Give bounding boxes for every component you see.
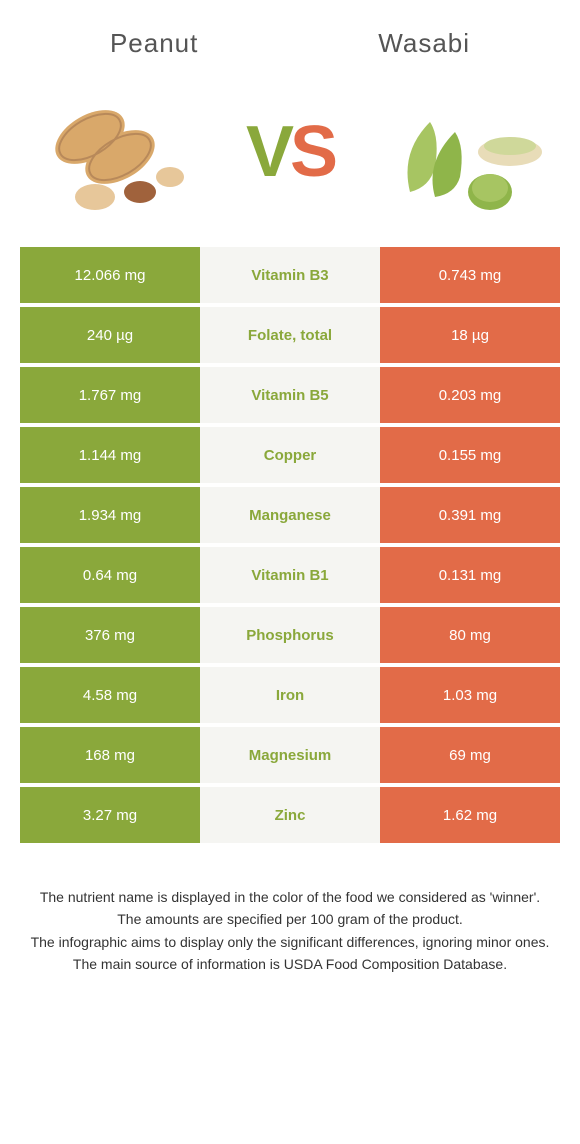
right-value: 1.03 mg xyxy=(380,667,560,723)
right-food-title: Wasabi xyxy=(378,28,470,59)
left-value: 12.066 mg xyxy=(20,247,200,303)
nutrient-name: Vitamin B5 xyxy=(200,367,380,423)
left-value: 4.58 mg xyxy=(20,667,200,723)
vs-v: V xyxy=(246,112,290,192)
table-row: 1.144 mgCopper0.155 mg xyxy=(20,427,560,483)
nutrient-name: Zinc xyxy=(200,787,380,843)
footer-line: The infographic aims to display only the… xyxy=(28,932,552,952)
right-value: 0.743 mg xyxy=(380,247,560,303)
comparison-header: Peanut Wasabi xyxy=(0,0,580,67)
footer-notes: The nutrient name is displayed in the co… xyxy=(0,847,580,996)
nutrient-name: Phosphorus xyxy=(200,607,380,663)
footer-line: The amounts are specified per 100 gram o… xyxy=(28,909,552,929)
left-value: 1.144 mg xyxy=(20,427,200,483)
footer-line: The main source of information is USDA F… xyxy=(28,954,552,974)
nutrient-name: Manganese xyxy=(200,487,380,543)
footer-line: The nutrient name is displayed in the co… xyxy=(28,887,552,907)
right-value: 0.203 mg xyxy=(380,367,560,423)
nutrient-name: Vitamin B3 xyxy=(200,247,380,303)
left-value: 240 µg xyxy=(20,307,200,363)
table-row: 4.58 mgIron1.03 mg xyxy=(20,667,560,723)
right-value: 0.391 mg xyxy=(380,487,560,543)
table-row: 1.767 mgVitamin B50.203 mg xyxy=(20,367,560,423)
table-row: 168 mgMagnesium69 mg xyxy=(20,727,560,783)
table-row: 3.27 mgZinc1.62 mg xyxy=(20,787,560,843)
left-value: 1.767 mg xyxy=(20,367,200,423)
vs-row: VS xyxy=(0,67,580,247)
table-row: 12.066 mgVitamin B30.743 mg xyxy=(20,247,560,303)
left-value: 1.934 mg xyxy=(20,487,200,543)
left-value: 376 mg xyxy=(20,607,200,663)
nutrient-name: Copper xyxy=(200,427,380,483)
right-value: 1.62 mg xyxy=(380,787,560,843)
table-row: 240 µgFolate, total18 µg xyxy=(20,307,560,363)
table-row: 1.934 mgManganese0.391 mg xyxy=(20,487,560,543)
nutrient-name: Magnesium xyxy=(200,727,380,783)
vs-s: S xyxy=(290,112,334,192)
table-row: 0.64 mgVitamin B10.131 mg xyxy=(20,547,560,603)
left-value: 168 mg xyxy=(20,727,200,783)
nutrient-name: Vitamin B1 xyxy=(200,547,380,603)
left-value: 0.64 mg xyxy=(20,547,200,603)
left-food-title: Peanut xyxy=(110,28,198,59)
right-value: 80 mg xyxy=(380,607,560,663)
wasabi-icon xyxy=(380,82,550,222)
left-value: 3.27 mg xyxy=(20,787,200,843)
right-value: 69 mg xyxy=(380,727,560,783)
right-value: 0.131 mg xyxy=(380,547,560,603)
table-row: 376 mgPhosphorus80 mg xyxy=(20,607,560,663)
vs-label: VS xyxy=(246,111,334,193)
nutrient-table: 12.066 mgVitamin B30.743 mg240 µgFolate,… xyxy=(0,247,580,843)
nutrient-name: Iron xyxy=(200,667,380,723)
right-value: 0.155 mg xyxy=(380,427,560,483)
peanut-icon xyxy=(30,82,200,222)
right-value: 18 µg xyxy=(380,307,560,363)
nutrient-name: Folate, total xyxy=(200,307,380,363)
